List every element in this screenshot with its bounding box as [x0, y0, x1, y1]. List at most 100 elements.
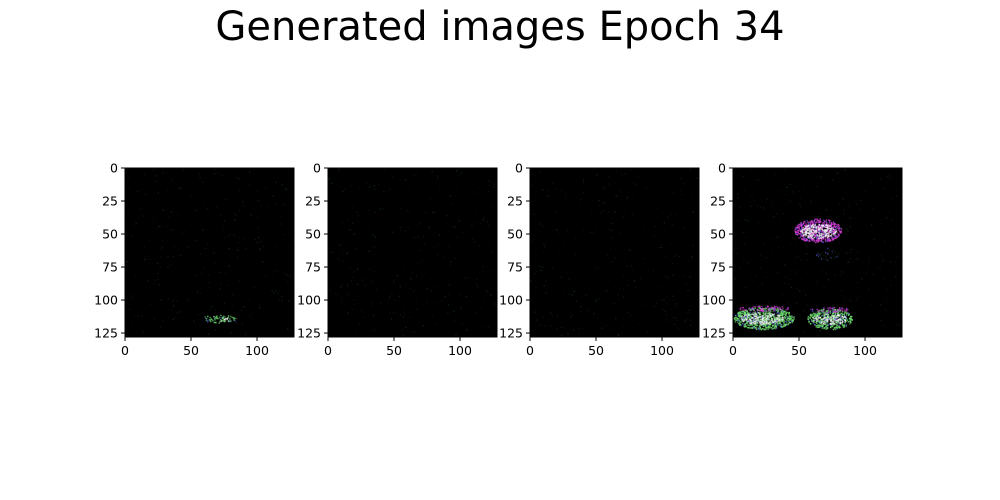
blob-pixel — [807, 236, 809, 238]
blob-pixel — [804, 225, 806, 227]
noise-pixel — [674, 306, 676, 308]
blob-pixel — [826, 324, 828, 326]
noise-pixel — [391, 231, 394, 233]
blob-pixel — [752, 308, 754, 310]
blob-pixel — [792, 316, 794, 319]
blob-pixel — [832, 322, 834, 325]
noise-pixel — [674, 317, 677, 319]
noise-pixel — [177, 213, 179, 215]
noise-pixel — [545, 325, 547, 327]
noise-pixel — [359, 186, 361, 188]
blob-pixel — [772, 324, 774, 326]
noise-pixel — [167, 190, 169, 192]
noise-pixel — [236, 176, 238, 179]
blob-pixel — [832, 237, 834, 239]
noise-pixel — [271, 289, 273, 292]
noise-pixel — [688, 309, 690, 311]
blob-pixel — [817, 313, 820, 315]
noise-pixel — [660, 246, 662, 249]
blob-pixel — [820, 226, 823, 229]
noise-pixel — [341, 298, 343, 300]
noise-pixel — [375, 289, 377, 291]
noise-pixel — [834, 274, 836, 276]
noise-pixel — [855, 334, 857, 337]
generated-image-1-blob-0 — [204, 314, 237, 324]
noise-pixel — [199, 253, 202, 255]
noise-pixel — [870, 181, 872, 183]
noise-pixel — [737, 174, 739, 176]
noise-pixel — [536, 319, 538, 321]
noise-pixel — [608, 183, 610, 185]
noise-pixel — [556, 316, 558, 318]
noise-pixel — [861, 243, 863, 245]
blob-pixel — [824, 233, 826, 235]
blob-pixel — [749, 309, 751, 312]
blob-pixel — [824, 238, 827, 241]
blob-pixel — [843, 314, 845, 316]
noise-pixel — [561, 315, 564, 317]
blob-pixel — [740, 316, 743, 318]
blob-pixel — [769, 310, 771, 312]
blob-pixel — [828, 240, 830, 242]
noise-pixel — [409, 287, 411, 290]
blob-pixel — [799, 223, 801, 226]
noise-pixel — [132, 295, 134, 297]
noise-pixel — [670, 242, 672, 244]
noise-pixel — [753, 195, 755, 197]
noise-pixel — [615, 195, 618, 197]
blob-pixel — [775, 312, 778, 314]
blob-pixel — [836, 328, 838, 330]
noise-pixel — [389, 312, 391, 314]
noise-pixel — [182, 169, 184, 171]
noise-pixel — [135, 275, 137, 278]
blob-pixel — [850, 317, 852, 320]
blob-pixel — [829, 310, 832, 312]
noise-pixel — [855, 258, 857, 260]
blob-pixel — [766, 314, 768, 317]
blob-pixel — [837, 229, 840, 231]
blob-pixel — [833, 328, 835, 331]
noise-pixel — [487, 327, 489, 329]
blob-pixel — [814, 319, 817, 321]
noise-pixel — [453, 257, 456, 259]
blob-pixel — [774, 328, 777, 330]
blob-pixel — [837, 316, 839, 318]
noise-pixel — [890, 261, 892, 263]
blob-pixel — [811, 239, 813, 241]
noise-pixel — [774, 332, 776, 334]
blob-pixel — [753, 314, 756, 317]
blob-pixel — [752, 316, 754, 319]
y-tick-label: 100 — [297, 293, 321, 308]
blob-pixel — [820, 235, 823, 238]
blob-pixel — [808, 232, 811, 234]
noise-pixel — [636, 333, 639, 335]
blob-pixel — [796, 226, 799, 228]
blob-pixel — [772, 328, 774, 330]
blob-pixel — [214, 318, 216, 320]
blob-pixel — [825, 240, 827, 243]
noise-pixel — [683, 183, 685, 185]
blob-pixel — [803, 235, 805, 237]
noise-pixel — [620, 173, 623, 176]
noise-pixel — [281, 184, 284, 186]
noise-pixel — [557, 252, 559, 254]
blob-pixel — [821, 256, 823, 259]
noise-pixel — [691, 258, 693, 260]
blob-pixel — [830, 227, 833, 230]
blob-pixel — [737, 312, 739, 315]
noise-pixel — [221, 225, 223, 227]
blob-pixel — [735, 315, 737, 317]
noise-pixel — [838, 242, 840, 244]
blob-pixel — [841, 313, 844, 316]
blob-pixel — [775, 325, 778, 327]
noise-pixel — [843, 214, 845, 216]
noise-pixel — [176, 311, 178, 314]
noise-pixel — [329, 290, 331, 292]
blob-pixel — [830, 316, 832, 318]
noise-pixel — [257, 217, 259, 219]
blob-pixel — [827, 326, 829, 329]
noise-pixel — [448, 284, 450, 286]
blob-pixel — [816, 238, 818, 240]
noise-pixel — [625, 189, 627, 192]
noise-pixel — [880, 319, 882, 322]
